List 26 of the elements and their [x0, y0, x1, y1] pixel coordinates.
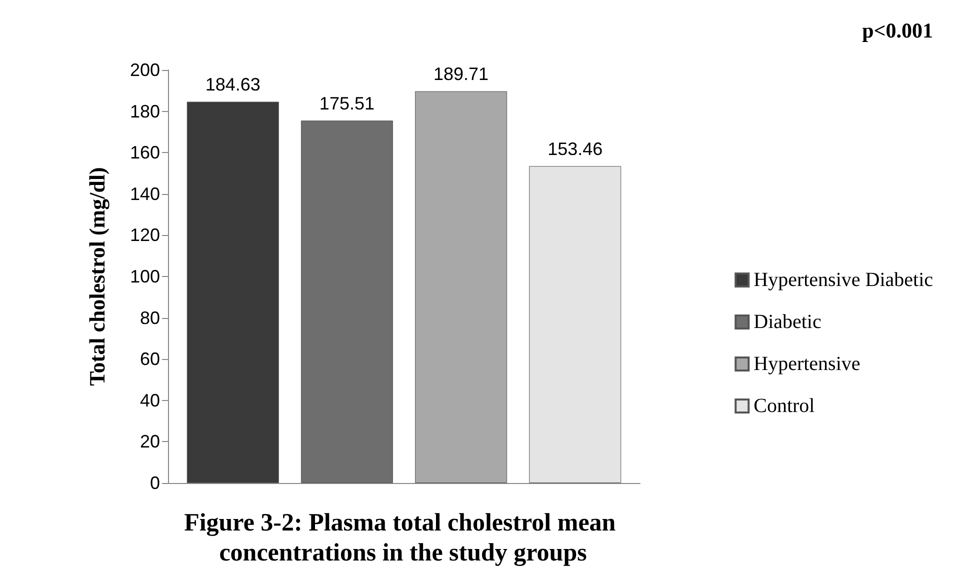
- bar: [415, 91, 508, 483]
- y-tick-label: 100: [130, 266, 160, 286]
- y-tick-label: 200: [130, 60, 160, 80]
- y-tick-label: 40: [140, 390, 160, 410]
- y-tick-label: 160: [130, 142, 160, 163]
- data-label: 184.63: [205, 74, 260, 95]
- legend-label: Control: [754, 395, 816, 417]
- bar: [186, 102, 279, 483]
- text: p<0.001: [862, 18, 934, 42]
- legend-label: Diabetic: [754, 311, 822, 333]
- legend-label: Hypertensive Diabetic: [754, 269, 934, 291]
- text: Figure 3-2: Plasma total cholestrol mean concentrations in the study groups: [184, 510, 622, 566]
- y-tick-label: 180: [130, 101, 160, 122]
- y-tick-label: 80: [140, 308, 160, 328]
- data-label: 175.51: [319, 94, 374, 114]
- y-tick-label: 120: [130, 225, 160, 246]
- bar: [529, 166, 622, 483]
- legend-label: Hypertensive: [754, 353, 860, 375]
- data-label: 189.71: [434, 64, 489, 84]
- y-tick-label: 0: [150, 473, 160, 493]
- y-axis-title: Total cholestrol (mg/dl): [84, 167, 110, 386]
- y-tick-label: 20: [140, 432, 160, 452]
- y-tick-label: 60: [140, 349, 160, 370]
- bar: [300, 120, 393, 483]
- y-tick-label: 140: [130, 184, 160, 204]
- data-label: 153.46: [548, 139, 603, 160]
